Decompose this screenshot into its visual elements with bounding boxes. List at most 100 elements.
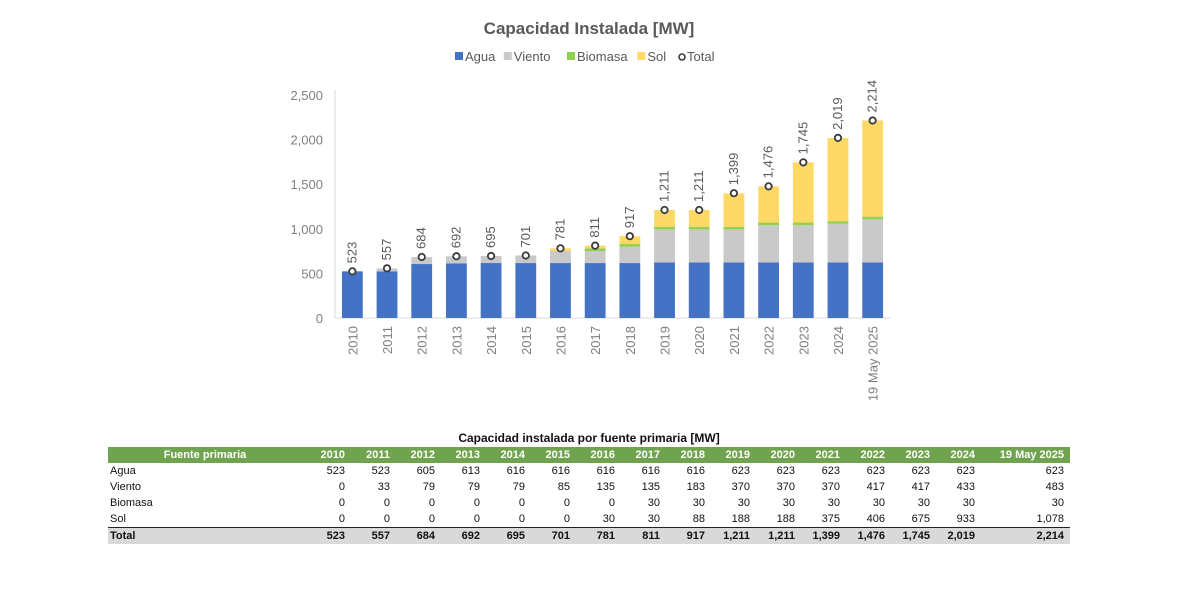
cell-value: 0 [338, 497, 345, 509]
bar-segment-sol [862, 120, 884, 217]
table-total-row: Total 523 557 684 692 695 701 781 811 917 1,211 1,2… [108, 527, 1070, 544]
x-tick-label: 2024 [831, 326, 846, 355]
capacity-chart: Capacidad Instalada [MW] Agua Viento Bioma… [290, 19, 890, 401]
cell-value: 623 [731, 465, 750, 477]
bar-segment-agua [723, 262, 745, 318]
cell-value: 0 [608, 497, 615, 509]
bar-segment-viento [688, 229, 710, 263]
total-marker [452, 252, 461, 261]
bar-segment-agua [827, 262, 849, 318]
legend-label: Sol [647, 49, 666, 64]
bar-segment-agua [480, 263, 502, 318]
y-tick-label: 0 [316, 311, 323, 326]
table-row: Viento 0 33 79 79 79 85 135 135 183 370 370 370 417 41… [108, 479, 1070, 495]
cell-value: 30 [962, 497, 975, 509]
cell-value: 30 [647, 497, 660, 509]
header-year: 2017 [621, 447, 666, 463]
total-data-label: 1,211 [691, 170, 706, 202]
cell-value: 0 [428, 513, 435, 525]
cell-value: 375 [821, 513, 840, 525]
cell-value: 623 [956, 465, 975, 477]
y-tick-label: 1,000 [290, 222, 323, 237]
cell-value: 30 [782, 497, 795, 509]
x-tick-label: 2018 [623, 326, 638, 355]
x-tick-label: 2020 [692, 326, 707, 355]
x-tick-label: 2021 [727, 326, 742, 355]
table-row: Biomasa 0 0 0 0 0 0 0 30 30 30 30 30 30 30 30 30 [108, 495, 1070, 511]
bar-segment-viento [862, 219, 884, 263]
cell-value: 523 [306, 527, 351, 544]
header-year: 2019 [711, 447, 756, 463]
cell-value: 1,211 [711, 527, 756, 544]
bar-segment-agua [654, 262, 675, 318]
cell-value: 616 [596, 465, 615, 477]
bar-segment-viento [550, 251, 571, 264]
cell-value: 417 [911, 481, 930, 493]
row-label: Agua [110, 465, 136, 477]
chart-legend: Agua Viento Biomasa Sol Total [455, 49, 715, 64]
header-year: 2020 [756, 447, 801, 463]
cell-value: 79 [422, 481, 435, 493]
cell-value: 781 [576, 527, 621, 544]
cell-value: 30 [737, 497, 750, 509]
header-year: 2015 [531, 447, 576, 463]
x-tick-label: 2022 [762, 326, 777, 355]
cell-value: 79 [467, 481, 480, 493]
row-label: Biomasa [110, 497, 153, 509]
cell-value: 370 [821, 481, 840, 493]
bar-segment-biomasa [688, 226, 710, 230]
header-label: Fuente primaria [108, 447, 306, 463]
cell-value: 30 [692, 497, 705, 509]
total-data-label: 684 [414, 227, 429, 249]
cell-value: 88 [692, 513, 705, 525]
cell-value: 616 [686, 465, 705, 477]
total-marker [348, 267, 357, 276]
cell-value: 623 [866, 465, 885, 477]
bar-segment-viento [827, 223, 849, 263]
cell-value: 0 [383, 513, 390, 525]
y-tick-label: 2,000 [290, 133, 323, 148]
bar-segment-agua [550, 263, 571, 318]
cell-value: 0 [428, 497, 435, 509]
legend-swatch-biomasa [567, 52, 575, 60]
total-data-label: 557 [379, 239, 394, 261]
bar-segment-sol [792, 162, 814, 223]
cell-value: 30 [647, 513, 660, 525]
cell-value: 613 [461, 465, 480, 477]
total-data-label: 1,745 [795, 122, 810, 155]
cell-value: 0 [563, 513, 570, 525]
bar-segment-agua [584, 263, 606, 318]
header-year: 19 May 2025 [981, 447, 1070, 463]
cell-value: 1,211 [756, 527, 801, 544]
cell-value: 1,078 [1036, 513, 1064, 525]
total-data-label: 1,476 [761, 146, 776, 179]
row-label: Total [108, 527, 306, 544]
cell-value: 1,745 [891, 527, 936, 544]
total-marker [868, 116, 877, 125]
x-tick-label: 2019 [658, 326, 673, 355]
bar-segment-biomasa [723, 226, 745, 230]
legend-label: Total [687, 49, 715, 64]
row-label: Sol [110, 513, 126, 525]
x-tick-label: 19 May 2025 [866, 326, 881, 401]
bar-segment-agua [619, 263, 641, 318]
cell-value: 483 [1045, 481, 1064, 493]
cell-value: 0 [338, 481, 345, 493]
total-marker [764, 182, 773, 191]
cell-value: 30 [872, 497, 885, 509]
x-tick-label: 2015 [519, 326, 534, 355]
cell-value: 675 [911, 513, 930, 525]
total-data-label: 1,399 [726, 153, 741, 186]
bar-segment-agua [758, 262, 779, 318]
total-data-label: 781 [552, 219, 567, 241]
cell-value: 623 [776, 465, 795, 477]
cell-value: 692 [441, 527, 486, 544]
cell-value: 623 [911, 465, 930, 477]
cell-value: 30 [827, 497, 840, 509]
legend-swatch-viento [503, 52, 512, 60]
cell-value: 2,019 [936, 527, 981, 544]
bar-segment-viento [758, 225, 779, 263]
bar-segment-sol [758, 186, 779, 223]
header-year: 2014 [486, 447, 531, 463]
bar-segment-sol [827, 137, 849, 222]
